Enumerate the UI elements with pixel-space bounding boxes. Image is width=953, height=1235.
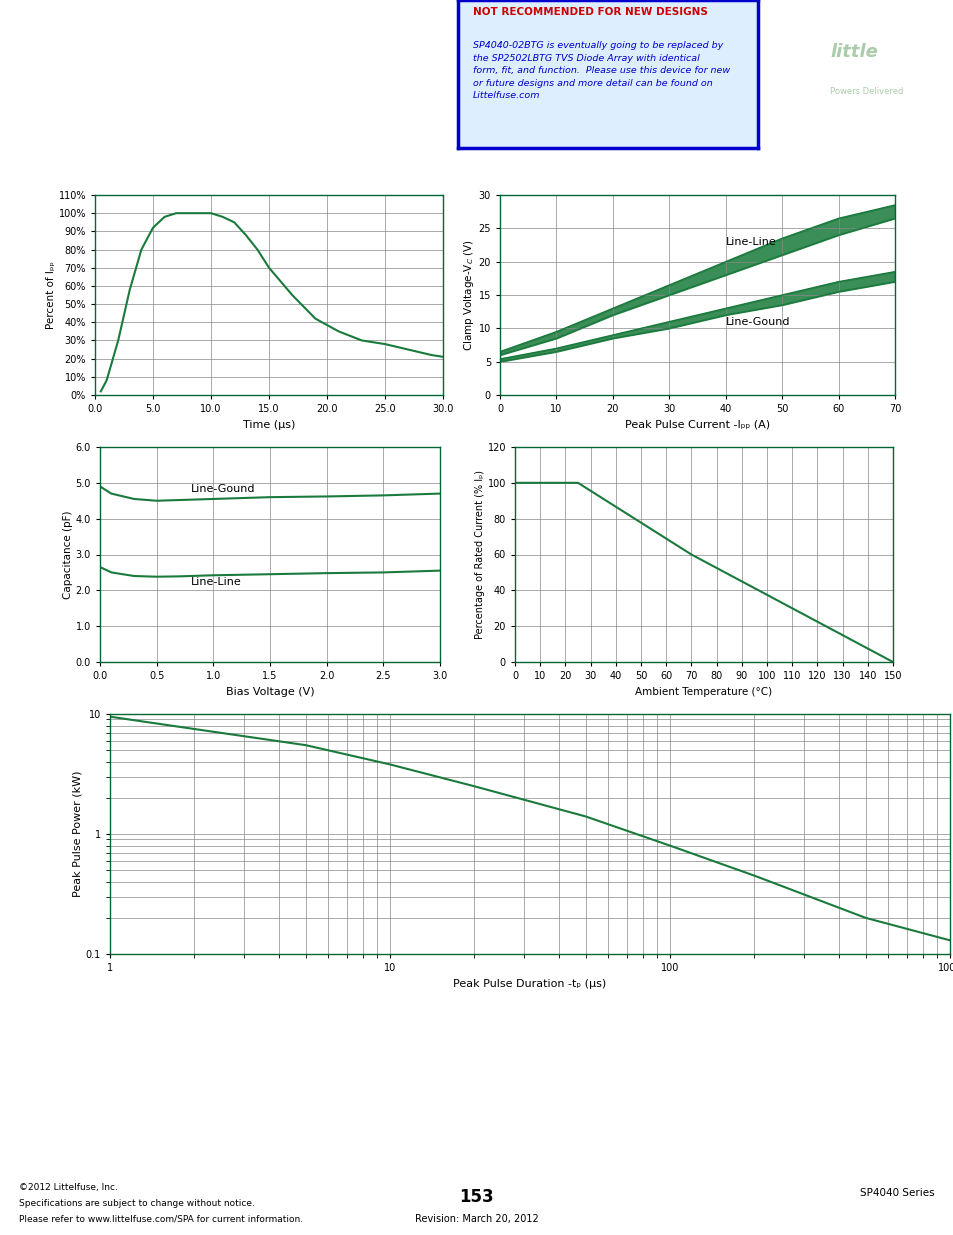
Text: Line-Line: Line-Line	[191, 577, 241, 587]
Text: fuse: fuse	[877, 43, 921, 61]
Y-axis label: Peak Pulse Power (kW): Peak Pulse Power (kW)	[72, 771, 83, 898]
Y-axis label: Percentage of Rated Current (% Iₚ): Percentage of Rated Current (% Iₚ)	[475, 471, 484, 638]
Text: Clamping Voltage vs. Iₚₚ: Clamping Voltage vs. Iₚₚ	[471, 163, 651, 175]
X-axis label: Ambient Temperature (°C): Ambient Temperature (°C)	[635, 687, 772, 697]
Text: Pulse Waveform: Pulse Waveform	[71, 163, 193, 175]
Text: Current Derating Curve: Current Derating Curve	[471, 430, 646, 442]
Text: Revision: March 20, 2012: Revision: March 20, 2012	[415, 1214, 538, 1224]
Text: Please refer to www.littelfuse.com/SPA for current information.: Please refer to www.littelfuse.com/SPA f…	[19, 1214, 303, 1223]
Text: ©2012 Littelfuse, Inc.: ©2012 Littelfuse, Inc.	[19, 1183, 118, 1192]
Text: Line-Gound: Line-Gound	[725, 317, 789, 327]
Text: (SPA™ Family of Products): (SPA™ Family of Products)	[324, 28, 519, 43]
Text: Capacitance vs. Reverse Bias at 1MHz: Capacitance vs. Reverse Bias at 1MHz	[71, 430, 355, 442]
Text: 153: 153	[459, 1188, 494, 1207]
X-axis label: Time (µs): Time (µs)	[243, 420, 294, 430]
Text: Powers Delivered: Powers Delivered	[829, 86, 902, 95]
Text: NOT RECOMMENDED FOR NEW DESIGNS: NOT RECOMMENDED FOR NEW DESIGNS	[473, 7, 707, 17]
Text: Specifications are subject to change without notice.: Specifications are subject to change wit…	[19, 1199, 254, 1208]
Text: SP4040-02BTG is eventually going to be replaced by
the SP2502LBTG TVS Diode Arra: SP4040-02BTG is eventually going to be r…	[473, 42, 729, 100]
Text: Line-Line: Line-Line	[725, 237, 776, 247]
Text: SP4040: SP4040	[923, 583, 938, 647]
X-axis label: Peak Pulse Duration -tₚ (µs): Peak Pulse Duration -tₚ (µs)	[453, 978, 606, 988]
Y-axis label: Clamp Voltage-V$_C$ (V): Clamp Voltage-V$_C$ (V)	[461, 238, 476, 351]
Text: Lightning Surge Protection - SP4040 Series: Lightning Surge Protection - SP4040 Seri…	[38, 84, 324, 98]
Text: SP4040 Series: SP4040 Series	[860, 1188, 934, 1198]
Text: Line-Gound: Line-Gound	[191, 484, 254, 494]
Y-axis label: Percent of Iₚₚ: Percent of Iₚₚ	[46, 261, 55, 329]
Text: little: little	[829, 43, 877, 61]
X-axis label: Peak Pulse Current -Iₚₚ (A): Peak Pulse Current -Iₚₚ (A)	[624, 420, 769, 430]
Text: TVS Diode Arrays: TVS Diode Arrays	[38, 28, 242, 48]
X-axis label: Bias Voltage (V): Bias Voltage (V)	[226, 687, 314, 697]
Text: Non-Repetitive Peak Pulse Power vs. Pulse Time: Non-Repetitive Peak Pulse Power vs. Puls…	[78, 697, 441, 709]
Y-axis label: Capacitance (pF): Capacitance (pF)	[63, 510, 72, 599]
